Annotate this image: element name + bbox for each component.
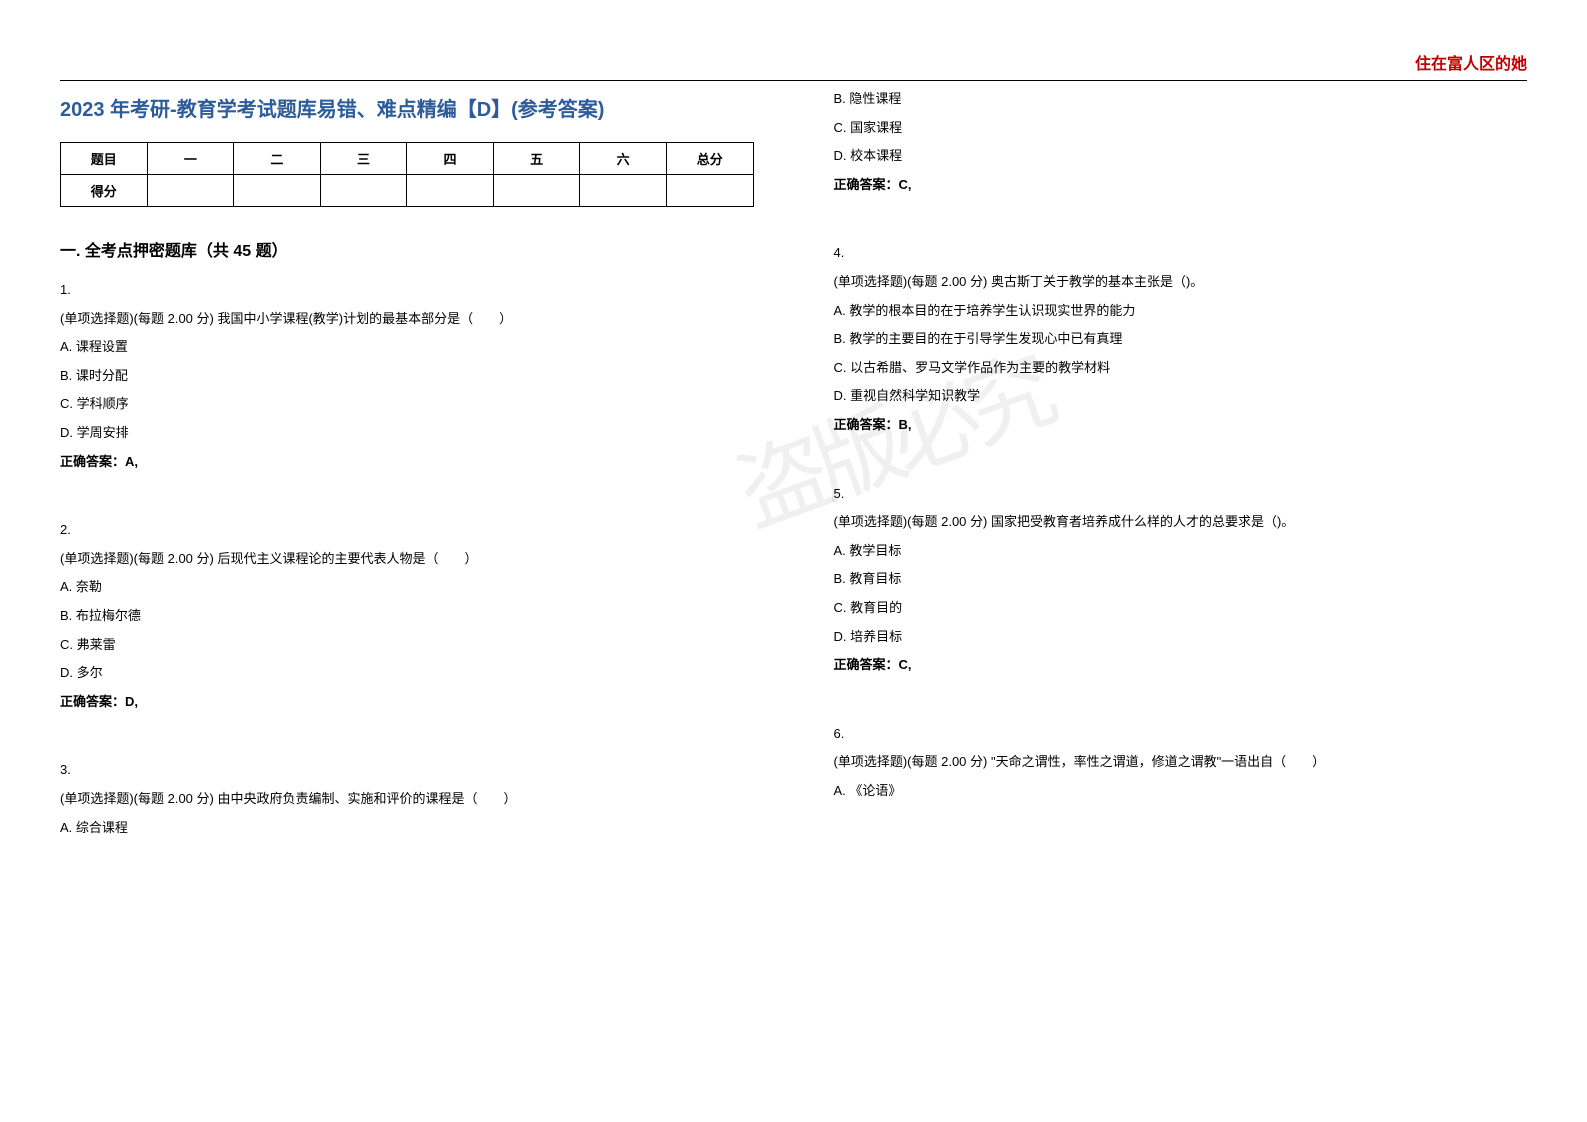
q-option: D. 学周安排 (60, 419, 754, 448)
q-option: B. 布拉梅尔德 (60, 602, 754, 631)
q-option: B. 教学的主要目的在于引导学生发现心中已有真理 (834, 325, 1528, 354)
q-option: A. 教学的根本目的在于培养学生认识现实世界的能力 (834, 297, 1528, 326)
th-cell: 一 (147, 143, 234, 175)
q-number: 2. (60, 516, 754, 545)
q-option: C. 教育目的 (834, 594, 1528, 623)
q-stem: (单项选择题)(每题 2.00 分) 奥古斯丁关于教学的基本主张是（)。 (834, 268, 1528, 297)
q-stem: (单项选择题)(每题 2.00 分) 国家把受教育者培养成什么样的人才的总要求是… (834, 508, 1528, 537)
q-stem: (单项选择题)(每题 2.00 分) 后现代主义课程论的主要代表人物是（ ） (60, 545, 754, 574)
td-cell (407, 175, 494, 207)
q-option: C. 弗莱雷 (60, 631, 754, 660)
th-cell: 三 (320, 143, 407, 175)
table-row: 题目 一 二 三 四 五 六 总分 (61, 143, 754, 175)
q-option: C. 国家课程 (834, 114, 1528, 143)
td-cell (580, 175, 667, 207)
q-option: A. 奈勒 (60, 573, 754, 602)
q-option: B. 隐性课程 (834, 85, 1528, 114)
q-number: 6. (834, 720, 1528, 749)
q-answer: 正确答案：A, (60, 448, 754, 477)
content-area: 2023 年考研-教育学考试题库易错、难点精编【D】(参考答案) 题目 一 二 … (40, 85, 1547, 1082)
th-cell: 四 (407, 143, 494, 175)
q-stem: (单项选择题)(每题 2.00 分) "天命之谓性，率性之谓道，修道之谓教"一语… (834, 748, 1528, 777)
q-option: D. 培养目标 (834, 623, 1528, 652)
td-cell (320, 175, 407, 207)
q-option: D. 多尔 (60, 659, 754, 688)
td-cell: 得分 (61, 175, 148, 207)
q-answer: 正确答案：C, (834, 651, 1528, 680)
score-table: 题目 一 二 三 四 五 六 总分 得分 (60, 142, 754, 207)
question-5: 5. (单项选择题)(每题 2.00 分) 国家把受教育者培养成什么样的人才的总… (834, 480, 1528, 680)
th-cell: 题目 (61, 143, 148, 175)
td-cell (147, 175, 234, 207)
q-stem: (单项选择题)(每题 2.00 分) 我国中小学课程(教学)计划的最基本部分是（… (60, 305, 754, 334)
td-cell (493, 175, 580, 207)
q-option: D. 重视自然科学知识教学 (834, 382, 1528, 411)
q-stem: (单项选择题)(每题 2.00 分) 由中央政府负责编制、实施和评价的课程是（ … (60, 785, 754, 814)
q-option: B. 教育目标 (834, 565, 1528, 594)
question-3: 3. (单项选择题)(每题 2.00 分) 由中央政府负责编制、实施和评价的课程… (60, 756, 754, 842)
question-2: 2. (单项选择题)(每题 2.00 分) 后现代主义课程论的主要代表人物是（ … (60, 516, 754, 716)
left-column: 2023 年考研-教育学考试题库易错、难点精编【D】(参考答案) 题目 一 二 … (40, 85, 774, 1082)
td-cell (234, 175, 321, 207)
question-6: 6. (单项选择题)(每题 2.00 分) "天命之谓性，率性之谓道，修道之谓教… (834, 720, 1528, 806)
th-cell: 六 (580, 143, 667, 175)
q-number: 3. (60, 756, 754, 785)
header-brand: 住在富人区的她 (1415, 50, 1527, 74)
q-answer: 正确答案：C, (834, 171, 1528, 200)
right-column: B. 隐性课程 C. 国家课程 D. 校本课程 正确答案：C, 4. (单项选择… (814, 85, 1548, 1082)
q-option: A. 教学目标 (834, 537, 1528, 566)
top-rule (60, 80, 1527, 81)
th-cell: 总分 (666, 143, 753, 175)
th-cell: 二 (234, 143, 321, 175)
q-option: A. 《论语》 (834, 777, 1528, 806)
question-3-continued: B. 隐性课程 C. 国家课程 D. 校本课程 正确答案：C, (834, 85, 1528, 199)
question-4: 4. (单项选择题)(每题 2.00 分) 奥古斯丁关于教学的基本主张是（)。 … (834, 239, 1528, 439)
th-cell: 五 (493, 143, 580, 175)
q-number: 5. (834, 480, 1528, 509)
question-1: 1. (单项选择题)(每题 2.00 分) 我国中小学课程(教学)计划的最基本部… (60, 276, 754, 476)
section-heading: 一. 全考点押密题库（共 45 题） (60, 237, 754, 261)
table-row: 得分 (61, 175, 754, 207)
q-number: 1. (60, 276, 754, 305)
td-cell (666, 175, 753, 207)
q-option: D. 校本课程 (834, 142, 1528, 171)
document-title: 2023 年考研-教育学考试题库易错、难点精编【D】(参考答案) (60, 93, 754, 122)
q-option: A. 综合课程 (60, 814, 754, 843)
q-option: C. 学科顺序 (60, 390, 754, 419)
q-number: 4. (834, 239, 1528, 268)
q-option: C. 以古希腊、罗马文学作品作为主要的教学材料 (834, 354, 1528, 383)
q-option: A. 课程设置 (60, 333, 754, 362)
q-option: B. 课时分配 (60, 362, 754, 391)
q-answer: 正确答案：D, (60, 688, 754, 717)
q-answer: 正确答案：B, (834, 411, 1528, 440)
